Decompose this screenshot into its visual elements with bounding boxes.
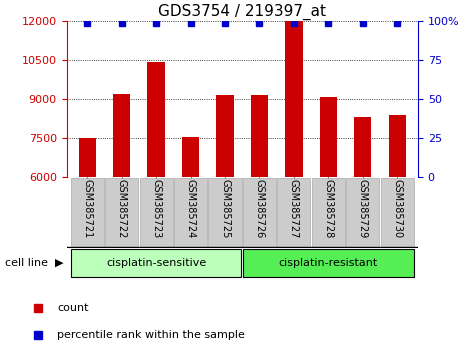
Text: percentile rank within the sample: percentile rank within the sample <box>57 330 245 340</box>
FancyBboxPatch shape <box>209 178 242 247</box>
Bar <box>182 137 199 333</box>
FancyBboxPatch shape <box>243 178 276 247</box>
Text: GSM385730: GSM385730 <box>392 179 402 238</box>
Bar <box>251 95 268 333</box>
Text: cisplatin-resistant: cisplatin-resistant <box>279 258 378 268</box>
FancyBboxPatch shape <box>243 249 414 277</box>
FancyBboxPatch shape <box>312 178 345 247</box>
Text: GSM385729: GSM385729 <box>358 179 368 238</box>
Bar <box>320 97 337 333</box>
Text: GSM385722: GSM385722 <box>117 179 127 239</box>
Bar <box>389 115 406 333</box>
Text: GSM385723: GSM385723 <box>151 179 161 238</box>
Text: GSM385724: GSM385724 <box>186 179 196 238</box>
Bar <box>113 94 130 333</box>
Text: GSM385721: GSM385721 <box>82 179 92 238</box>
Bar <box>78 138 96 333</box>
Text: count: count <box>57 303 88 313</box>
FancyBboxPatch shape <box>105 178 138 247</box>
Text: GSM385727: GSM385727 <box>289 179 299 239</box>
Text: GSM385725: GSM385725 <box>220 179 230 239</box>
Title: GDS3754 / 219397_at: GDS3754 / 219397_at <box>158 4 326 20</box>
FancyBboxPatch shape <box>346 178 380 247</box>
Bar <box>354 117 371 333</box>
FancyBboxPatch shape <box>71 178 104 247</box>
FancyBboxPatch shape <box>174 178 207 247</box>
Text: GSM385726: GSM385726 <box>255 179 265 238</box>
FancyBboxPatch shape <box>381 178 414 247</box>
Bar <box>147 62 165 333</box>
Text: cell line  ▶: cell line ▶ <box>5 258 63 268</box>
Text: cisplatin-sensitive: cisplatin-sensitive <box>106 258 206 268</box>
Text: GSM385728: GSM385728 <box>323 179 333 238</box>
FancyBboxPatch shape <box>71 249 241 277</box>
Bar <box>217 95 234 333</box>
Bar <box>285 21 303 333</box>
FancyBboxPatch shape <box>140 178 172 247</box>
FancyBboxPatch shape <box>277 178 311 247</box>
